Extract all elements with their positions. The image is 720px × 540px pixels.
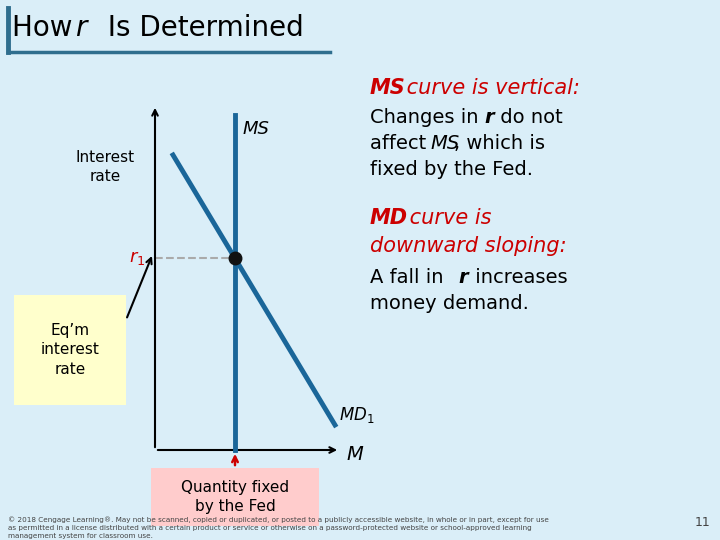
FancyBboxPatch shape [14, 295, 126, 405]
Text: 11: 11 [694, 516, 710, 529]
Text: A fall in: A fall in [370, 268, 450, 287]
Text: downward sloping:: downward sloping: [370, 236, 567, 256]
Text: increases: increases [469, 268, 567, 287]
Text: fixed by the Fed.: fixed by the Fed. [370, 160, 533, 179]
Text: Quantity fixed
by the Fed: Quantity fixed by the Fed [181, 480, 289, 514]
Text: MS: MS [370, 78, 406, 98]
Text: MS: MS [243, 120, 270, 138]
Text: money demand.: money demand. [370, 294, 529, 313]
FancyBboxPatch shape [151, 468, 319, 526]
Text: , which is: , which is [454, 134, 545, 153]
Text: Is Determined: Is Determined [90, 14, 304, 42]
Text: How: How [12, 14, 81, 42]
Text: MS: MS [430, 134, 459, 153]
Text: affect: affect [370, 134, 433, 153]
Text: curve is: curve is [403, 208, 492, 228]
Text: Eq’m
interest
rate: Eq’m interest rate [40, 323, 99, 377]
Text: do not: do not [494, 108, 563, 127]
Text: r: r [75, 14, 86, 42]
Text: $r_1$: $r_1$ [129, 249, 145, 267]
Text: r: r [458, 268, 467, 287]
Text: curve is vertical:: curve is vertical: [400, 78, 580, 98]
Text: Interest
rate: Interest rate [76, 150, 135, 184]
Text: r: r [484, 108, 494, 127]
Text: © 2018 Cengage Learning®. May not be scanned, copied or duplicated, or posted to: © 2018 Cengage Learning®. May not be sca… [8, 516, 549, 539]
Text: $MD_1$: $MD_1$ [339, 405, 374, 425]
Text: MD: MD [370, 208, 408, 228]
Text: M: M [346, 444, 363, 463]
Text: Changes in: Changes in [370, 108, 485, 127]
